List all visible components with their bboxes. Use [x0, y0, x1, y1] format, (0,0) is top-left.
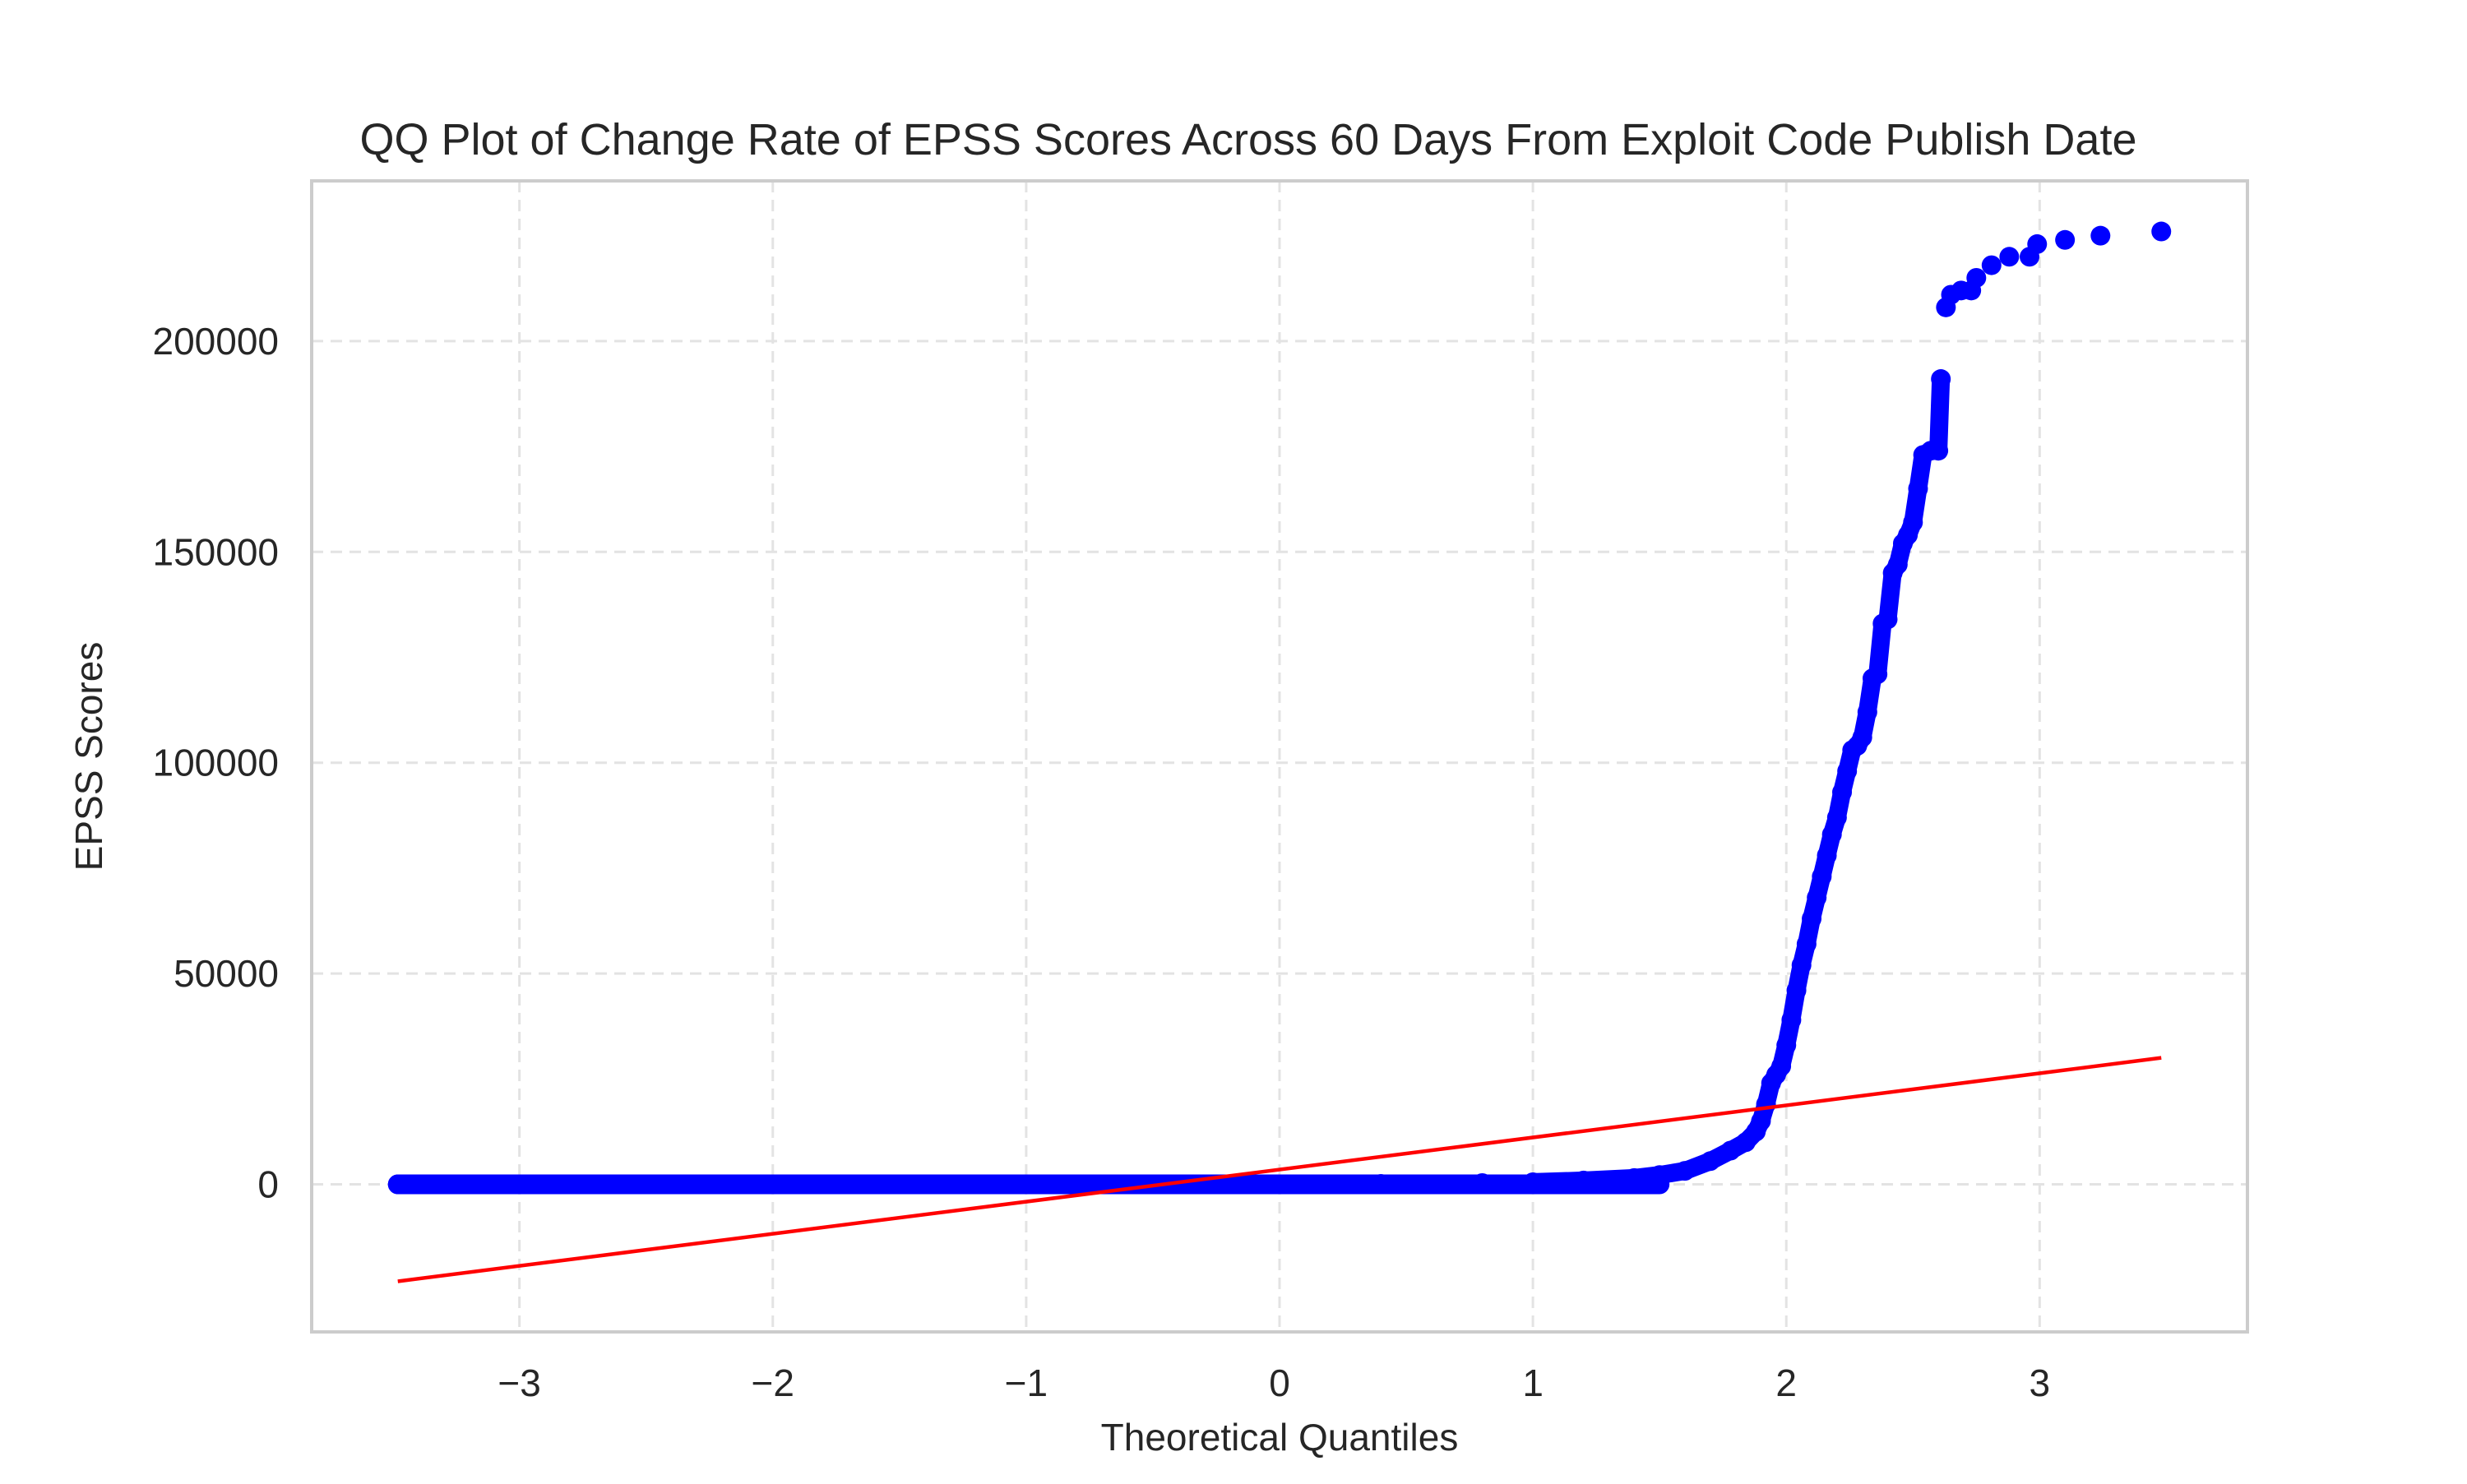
data-point — [864, 1174, 885, 1195]
data-point — [1270, 1174, 1289, 1195]
data-point — [1523, 1172, 1544, 1192]
y-tick-label: 100000 — [153, 742, 280, 784]
x-tick-label: −2 — [752, 1361, 794, 1404]
data-point — [595, 1174, 616, 1195]
x-axis-label: Theoretical Quantiles — [1101, 1416, 1459, 1459]
data-point — [1981, 255, 2002, 275]
data-point — [1796, 934, 1817, 955]
data-point — [1908, 478, 1928, 499]
data-point — [1472, 1172, 1493, 1193]
data-point — [1802, 908, 1822, 929]
data-point — [1868, 664, 1888, 684]
data-point — [1887, 554, 1908, 575]
x-tick-label: 1 — [1522, 1361, 1544, 1404]
data-point — [1771, 1056, 1792, 1076]
plot-frame — [310, 179, 2249, 1334]
data-point — [636, 1174, 656, 1195]
data-point — [1999, 247, 2020, 267]
x-tick-label: 0 — [1269, 1361, 1290, 1404]
data-point — [965, 1174, 986, 1195]
data-point — [1903, 512, 1923, 533]
data-point — [1776, 1035, 1797, 1056]
data-point — [1837, 760, 1858, 781]
data-point — [535, 1174, 555, 1195]
data-point — [1720, 1140, 1741, 1161]
data-point — [1371, 1174, 1391, 1194]
data-point — [1826, 807, 1847, 828]
chart-title: QQ Plot of Change Rate of EPSS Scores Ac… — [359, 115, 2136, 164]
data-point — [2055, 229, 2076, 250]
data-point — [1751, 1111, 1771, 1131]
data-point — [1852, 727, 1872, 747]
series-layer — [387, 221, 2172, 1283]
y-axis-label: EPSS Scores — [67, 642, 110, 871]
data-point — [1812, 867, 1832, 887]
data-point — [1650, 1165, 1670, 1186]
x-tick-label: −3 — [498, 1361, 540, 1404]
data-point — [1573, 1170, 1594, 1190]
data-point — [1832, 782, 1853, 802]
data-point — [2090, 225, 2111, 246]
y-tick-label: 200000 — [153, 320, 280, 363]
data-point — [1786, 980, 1807, 1001]
data-point — [1791, 955, 1812, 975]
data-point — [549, 1174, 570, 1195]
data-point — [687, 1174, 707, 1195]
data-point — [1781, 1010, 1802, 1030]
data-point — [1857, 702, 1877, 723]
data-point — [610, 1174, 631, 1195]
x-tick-label: 3 — [2030, 1361, 2051, 1404]
data-point — [1807, 887, 1827, 908]
data-point — [2027, 233, 2048, 254]
data-point — [580, 1174, 600, 1195]
data-point — [1067, 1174, 1087, 1195]
y-tick-label: 150000 — [153, 530, 280, 573]
data-point — [1756, 1094, 1776, 1115]
data-point — [1931, 369, 1951, 390]
x-tick-label: −1 — [1005, 1361, 1048, 1404]
data-point — [511, 1174, 532, 1195]
data-point — [1624, 1167, 1645, 1188]
data-point — [1700, 1151, 1720, 1172]
data-point — [2151, 221, 2172, 242]
tick-layer: −3 −2 −1 0 1 2 3 0 50000 100000 150000 200000 — [153, 320, 2051, 1404]
y-tick-label: 50000 — [174, 952, 279, 995]
data-point — [565, 1174, 586, 1195]
data-point — [1966, 267, 1987, 288]
data-point — [484, 1174, 504, 1195]
data-point — [387, 1174, 408, 1195]
data-point — [1168, 1174, 1188, 1195]
reference-line — [397, 1056, 2162, 1283]
y-tick-label: 0 — [257, 1163, 279, 1206]
x-tick-label: 2 — [1775, 1361, 1797, 1404]
data-point — [1821, 824, 1842, 844]
data-point — [1817, 845, 1837, 866]
data-point — [448, 1174, 469, 1195]
data-point — [762, 1174, 783, 1195]
data-point — [1674, 1161, 1695, 1181]
data-point — [1877, 609, 1898, 630]
data-point — [1928, 441, 1949, 461]
